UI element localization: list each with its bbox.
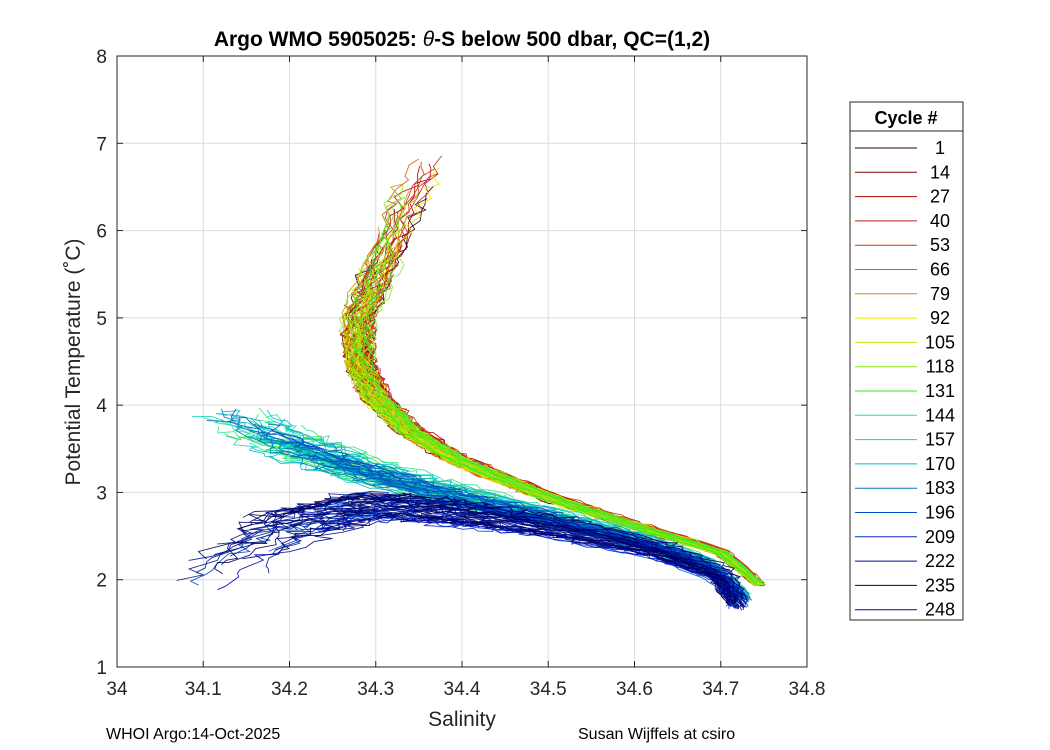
y-tick-label: 2 <box>96 571 107 592</box>
x-tick-label: 34.8 <box>789 679 826 700</box>
x-tick-label: 34.2 <box>271 679 308 700</box>
legend-label: 235 <box>925 575 955 595</box>
legend-label: 105 <box>925 332 955 352</box>
legend-label: 79 <box>930 284 950 304</box>
profile-line-cycle-131 <box>345 204 759 586</box>
profile-line-cycle-134 <box>357 251 762 583</box>
legend-title: Cycle # <box>874 108 937 128</box>
legend-label: 144 <box>925 405 955 425</box>
x-axis-label: Salinity <box>428 708 496 731</box>
legend-label: 222 <box>925 551 955 571</box>
x-tick-label: 34.5 <box>530 679 567 700</box>
legend-label: 40 <box>930 211 950 231</box>
profile-line-cycle-182 <box>266 409 749 595</box>
chart-title-prefix: Argo WMO 5905025: <box>214 28 423 51</box>
x-tick-label: 34.1 <box>185 679 222 700</box>
legend-label: 53 <box>930 235 950 255</box>
legend-box <box>849 101 964 621</box>
y-tick-label: 4 <box>96 396 107 417</box>
x-tick-label: 34.6 <box>616 679 653 700</box>
y-tick-label: 6 <box>96 222 107 243</box>
legend-label: 1 <box>935 138 945 158</box>
y-tick-label: 7 <box>96 134 107 155</box>
profile-line-cycle-246 <box>274 513 745 609</box>
chart-title-suffix: -S below 500 dbar, QC=(1,2) <box>434 28 710 51</box>
profile-line-cycle-244 <box>328 492 745 603</box>
profile-line-cycle-241 <box>214 505 739 607</box>
legend: Cycle # 1 14 27 40 53 66 79 92 105 118 131 144 157 17… <box>849 101 964 621</box>
legend-label: 209 <box>925 527 955 547</box>
y-tick-label: 5 <box>96 309 107 330</box>
legend-label: 92 <box>930 308 950 328</box>
chart-title-theta: θ <box>423 28 435 51</box>
chart-title: Argo WMO 5905025: θ-S below 500 dbar, QC… <box>214 28 710 51</box>
footer-date-credit: WHOI Argo:14-Oct-2025 <box>106 726 281 743</box>
profile-line-cycle-135 <box>347 196 758 584</box>
profile-line-cycle-247 <box>197 495 734 604</box>
x-tick-label: 34 <box>106 679 128 700</box>
profile-line-cycle-33 <box>374 368 766 586</box>
y-tick-label: 8 <box>96 47 107 68</box>
legend-label: 183 <box>925 478 955 498</box>
axis-ticks: 34 34.1 34.2 34.3 34.4 34.5 34.6 34.7 34.8123456… <box>96 47 825 700</box>
legend-label: 196 <box>925 503 955 523</box>
profile-line-cycle-189 <box>330 460 749 600</box>
y-tick-label: 1 <box>96 658 107 679</box>
theta-s-profiles <box>176 155 766 611</box>
legend-entries: 1 14 27 40 53 66 79 92 105 118 131 144 157 170 183 196 2… <box>855 138 955 620</box>
x-tick-label: 34.7 <box>702 679 739 700</box>
x-tick-label: 34.3 <box>357 679 394 700</box>
y-axis-label: Potential Temperature (˚C) <box>62 238 85 485</box>
x-tick-label: 34.4 <box>444 679 481 700</box>
legend-label: 118 <box>926 357 955 377</box>
legend-label: 14 <box>930 162 950 182</box>
profile-line-cycle-132 <box>392 403 765 585</box>
legend-label: 157 <box>925 430 955 450</box>
profile-line-cycle-136 <box>382 408 757 586</box>
profile-line-cycle-76 <box>372 375 763 584</box>
legend-label: 66 <box>930 260 950 280</box>
profile-line-cycle-220 <box>320 513 739 610</box>
footer-author-credit: Susan Wijffels at csiro <box>578 726 736 743</box>
profile-line-cycle-73 <box>344 354 758 586</box>
profile-line-cycle-113 <box>345 340 757 586</box>
profile-line-cycle-248 <box>217 512 740 610</box>
legend-label: 248 <box>925 600 955 620</box>
profile-line-cycle-128 <box>357 242 761 584</box>
grid-lines <box>117 56 807 667</box>
legend-label: 170 <box>925 454 955 474</box>
legend-label: 27 <box>930 187 950 207</box>
y-tick-label: 3 <box>96 483 107 504</box>
legend-label: 131 <box>925 381 955 401</box>
profile-line-cycle-245 <box>237 492 737 604</box>
profile-line-cycle-129 <box>373 391 763 586</box>
